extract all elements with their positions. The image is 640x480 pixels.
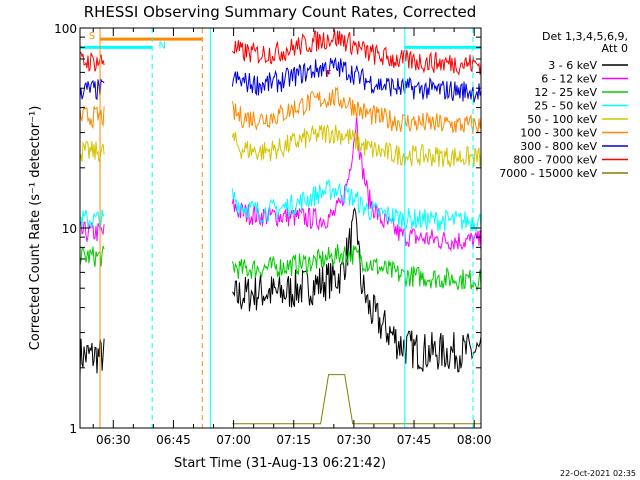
plot-layer: S N F (79, 28, 482, 428)
legend-label: 800 - 7000 keV (513, 154, 597, 167)
footer-timestamp: 22-Oct-2021 02:35 (560, 469, 636, 478)
x-tick-label: 07:30 (337, 433, 372, 447)
series-line (232, 374, 481, 425)
series-3 (79, 179, 482, 233)
series-line (231, 56, 482, 103)
series-line (231, 86, 482, 134)
x-tick-label: 07:15 (276, 433, 311, 447)
y-tick-label: 1 (69, 422, 77, 436)
legend-header-line-2: Att 0 (602, 42, 628, 55)
series-4 (79, 123, 482, 168)
x-tick-label: 08:00 (457, 433, 492, 447)
legend-label: 300 - 800 keV (520, 140, 597, 153)
legend-header-line-1: Det 1,3,4,5,6,9, (542, 30, 628, 43)
y-tick-label: 10 (62, 222, 77, 236)
legend-label: 100 - 300 keV (520, 127, 597, 140)
legend-label: 12 - 25 keV (534, 86, 597, 99)
annotation-s: S (89, 31, 95, 42)
legend-label: 50 - 100 keV (527, 113, 597, 126)
legend-label: 3 - 6 keV (548, 59, 597, 72)
x-tick-label: 07:00 (216, 433, 251, 447)
series-line (231, 179, 482, 233)
legend-label: 6 - 12 keV (541, 73, 597, 86)
x-axis-label: Start Time (31-Aug-13 06:21:42) (174, 456, 386, 471)
series-line (231, 244, 482, 292)
legend-label: 7000 - 15000 keV (499, 167, 597, 180)
series-5 (79, 86, 482, 134)
x-tick-label: 06:30 (96, 433, 131, 447)
chart-title: RHESSI Observing Summary Count Rates, Co… (84, 3, 477, 21)
x-tick-label: 07:45 (397, 433, 432, 447)
series-line (231, 29, 482, 76)
axis-layer: 06:30 06:45 07:00 07:15 07:30 07:45 08:00 1 10 10… (54, 22, 491, 447)
series-7 (79, 29, 482, 76)
x-tick-label: 06:45 (156, 433, 191, 447)
series-1 (79, 113, 482, 253)
annotation-f: F (326, 69, 332, 80)
series-line (231, 123, 482, 168)
series-8 (232, 374, 481, 425)
annotation-n: N (158, 40, 165, 51)
series-2 (79, 244, 482, 292)
y-tick-label: 100 (54, 22, 77, 36)
y-axis-label: Corrected Count Rate (s⁻¹ detector⁻¹) (28, 106, 43, 351)
series-line (232, 207, 482, 373)
legend-label: 25 - 50 keV (534, 100, 597, 113)
